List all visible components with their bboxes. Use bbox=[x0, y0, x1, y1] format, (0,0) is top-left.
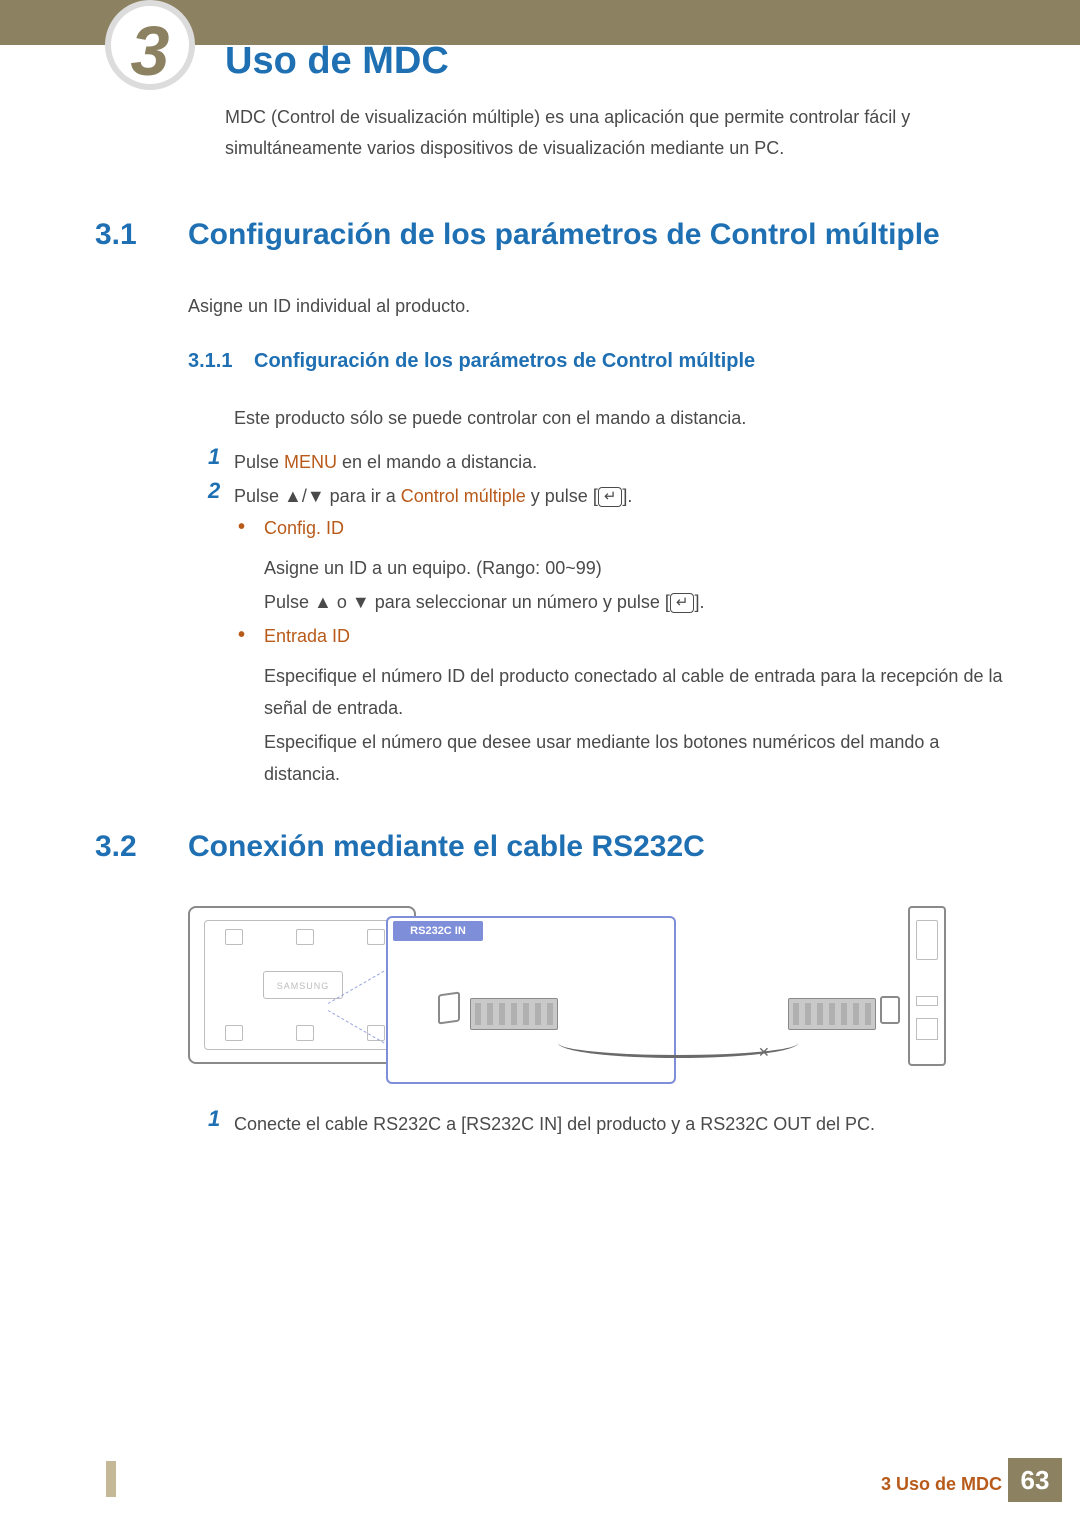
cable-plug-block-left bbox=[470, 998, 558, 1030]
brand-plate: SAMSUNG bbox=[263, 971, 343, 999]
b1l2-a: Pulse bbox=[264, 592, 314, 612]
cable-connector-right-icon bbox=[880, 996, 904, 1028]
manual-page: 3 Uso de MDC MDC (Control de visualizaci… bbox=[0, 0, 1080, 1527]
cable-plug-block-right bbox=[788, 998, 876, 1030]
subsection-number-3-1-1: 3.1.1 bbox=[188, 350, 232, 373]
bullet-entrada-id-line2: Especifique el número que desee usar med… bbox=[264, 726, 1014, 791]
step-number-1-sec32: 1 bbox=[208, 1106, 220, 1132]
port-icon bbox=[225, 929, 243, 945]
port-row-bottom bbox=[225, 1021, 385, 1045]
step-2-text: Pulse ▲/▼ para ir a Control múltiple y p… bbox=[234, 482, 1014, 511]
port-icon bbox=[367, 929, 385, 945]
chapter-number: 3 bbox=[111, 6, 189, 90]
up-arrow-icon: ▲ bbox=[314, 592, 332, 612]
section-number-3-1: 3.1 bbox=[95, 218, 137, 252]
step-number-2: 2 bbox=[208, 478, 220, 504]
step2-a: Pulse bbox=[234, 486, 284, 506]
step-number-1: 1 bbox=[208, 444, 220, 470]
up-down-arrows-icon: ▲/▼ bbox=[284, 486, 325, 506]
bullet-config-id-line1: Asigne un ID a un equipo. (Rango: 00~99) bbox=[264, 552, 1014, 584]
port-icon bbox=[225, 1025, 243, 1041]
rs232c-connection-diagram: SAMSUNG RS232C IN ✕ bbox=[188, 898, 933, 1093]
port-row-top bbox=[225, 925, 385, 949]
subsection-note: Este producto sólo se puede controlar co… bbox=[234, 404, 746, 433]
section-3-1-lead: Asigne un ID individual al producto. bbox=[188, 292, 470, 321]
bullet-entrada-id-line1: Especifique el número ID del producto co… bbox=[264, 660, 1014, 725]
cable-marker-icon: ✕ bbox=[758, 1044, 770, 1061]
cable-connector-left-icon bbox=[438, 993, 466, 1031]
subsection-title-3-1-1: Configuración de los parámetros de Contr… bbox=[254, 350, 755, 373]
step2-b: para ir a bbox=[325, 486, 401, 506]
step1-menu-label: MENU bbox=[284, 452, 337, 472]
section-title-3-1: Configuración de los parámetros de Contr… bbox=[188, 218, 940, 252]
b1l2-c: para seleccionar un número y pulse [ bbox=[370, 592, 670, 612]
b1l2-b: o bbox=[332, 592, 352, 612]
bullet-dot-icon: • bbox=[238, 624, 245, 647]
section-number-3-2: 3.2 bbox=[95, 830, 137, 864]
footer-page-number: 63 bbox=[1008, 1458, 1062, 1502]
display-back-panel: SAMSUNG bbox=[204, 920, 400, 1050]
step2-d: ]. bbox=[622, 486, 632, 506]
pc-slot bbox=[916, 996, 938, 1006]
down-arrow-icon: ▼ bbox=[352, 592, 370, 612]
bullet-config-id-label: Config. ID bbox=[264, 518, 344, 539]
pc-tower-illustration bbox=[908, 906, 946, 1066]
footer-accent-tab bbox=[106, 1461, 116, 1497]
section-title-3-2: Conexión mediante el cable RS232C bbox=[188, 830, 705, 864]
port-icon bbox=[296, 1025, 314, 1041]
chapter-intro: MDC (Control de visualización múltiple) … bbox=[225, 102, 965, 163]
bullet-config-id-line2: Pulse ▲ o ▼ para seleccionar un número y… bbox=[264, 586, 1014, 618]
chapter-title: Uso de MDC bbox=[225, 40, 449, 83]
bullet-entrada-id-label: Entrada ID bbox=[264, 626, 350, 647]
step1-b: en el mando a distancia. bbox=[337, 452, 537, 472]
pc-slot bbox=[916, 1018, 938, 1040]
section-3-2-step1: Conecte el cable RS232C a [RS232C IN] de… bbox=[234, 1110, 1014, 1139]
step-1-text: Pulse MENU en el mando a distancia. bbox=[234, 448, 1014, 477]
rs232c-in-label: RS232C IN bbox=[393, 921, 483, 941]
port-icon bbox=[296, 929, 314, 945]
enter-icon: ↵ bbox=[670, 593, 695, 613]
b1l2-d: ]. bbox=[694, 592, 704, 612]
bullet-dot-icon: • bbox=[238, 516, 245, 539]
enter-icon: ↵ bbox=[598, 487, 623, 507]
control-multiple-label: Control múltiple bbox=[401, 486, 526, 506]
chapter-number-badge: 3 bbox=[105, 0, 195, 90]
pc-io-panel bbox=[916, 920, 938, 960]
footer-chapter-label: 3 Uso de MDC bbox=[881, 1474, 1002, 1495]
step2-c: y pulse [ bbox=[526, 486, 598, 506]
step1-a: Pulse bbox=[234, 452, 284, 472]
